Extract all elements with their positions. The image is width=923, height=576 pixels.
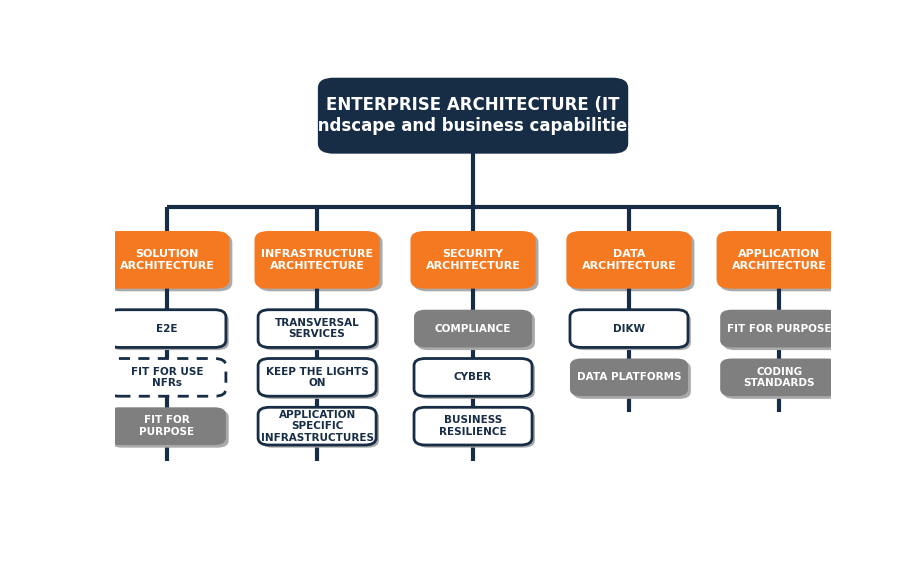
FancyBboxPatch shape	[261, 410, 379, 448]
Text: APPLICATION
ARCHITECTURE: APPLICATION ARCHITECTURE	[732, 249, 827, 271]
FancyBboxPatch shape	[108, 310, 226, 347]
Text: APPLICATION
SPECIFIC
INFRASTRUCTURES: APPLICATION SPECIFIC INFRASTRUCTURES	[260, 410, 374, 443]
FancyBboxPatch shape	[417, 410, 535, 448]
FancyBboxPatch shape	[258, 358, 376, 396]
FancyBboxPatch shape	[258, 407, 376, 445]
FancyBboxPatch shape	[414, 358, 532, 396]
Text: DATA PLATFORMS: DATA PLATFORMS	[577, 372, 681, 382]
FancyBboxPatch shape	[411, 231, 535, 289]
FancyBboxPatch shape	[111, 312, 229, 350]
FancyBboxPatch shape	[417, 361, 535, 399]
Text: FIT FOR
PURPOSE: FIT FOR PURPOSE	[139, 415, 195, 437]
Text: CYBER: CYBER	[454, 372, 492, 382]
FancyBboxPatch shape	[569, 234, 694, 291]
Text: FIT FOR PURPOSE: FIT FOR PURPOSE	[727, 324, 832, 334]
FancyBboxPatch shape	[414, 234, 538, 291]
FancyBboxPatch shape	[570, 310, 688, 347]
FancyBboxPatch shape	[723, 312, 841, 350]
Text: TRANSVERSAL
SERVICES: TRANSVERSAL SERVICES	[275, 318, 359, 339]
Text: SECURITY
ARCHITECTURE: SECURITY ARCHITECTURE	[426, 249, 521, 271]
Text: DATA
ARCHITECTURE: DATA ARCHITECTURE	[581, 249, 677, 271]
FancyBboxPatch shape	[570, 358, 688, 396]
FancyBboxPatch shape	[258, 310, 376, 347]
FancyBboxPatch shape	[414, 407, 532, 445]
FancyBboxPatch shape	[319, 79, 627, 152]
FancyBboxPatch shape	[720, 310, 838, 347]
FancyBboxPatch shape	[417, 312, 535, 350]
FancyBboxPatch shape	[255, 231, 379, 289]
FancyBboxPatch shape	[723, 361, 841, 399]
Text: KEEP THE LIGHTS
ON: KEEP THE LIGHTS ON	[266, 366, 368, 388]
FancyBboxPatch shape	[720, 358, 838, 396]
Text: DIKW: DIKW	[613, 324, 645, 334]
FancyBboxPatch shape	[104, 231, 230, 289]
Text: COMPLIANCE: COMPLIANCE	[435, 324, 511, 334]
FancyBboxPatch shape	[414, 310, 532, 347]
Text: INFRASTRUCTURE
ARCHITECTURE: INFRASTRUCTURE ARCHITECTURE	[261, 249, 373, 271]
Text: E2E: E2E	[156, 324, 177, 334]
Text: ENTERPRISE ARCHITECTURE (IT
landscape and business capabilities): ENTERPRISE ARCHITECTURE (IT landscape an…	[301, 96, 645, 135]
FancyBboxPatch shape	[573, 312, 690, 350]
Text: FIT FOR USE
NFRs: FIT FOR USE NFRs	[131, 366, 203, 388]
FancyBboxPatch shape	[108, 407, 226, 445]
Text: SOLUTION
ARCHITECTURE: SOLUTION ARCHITECTURE	[119, 249, 214, 271]
FancyBboxPatch shape	[261, 312, 379, 350]
FancyBboxPatch shape	[107, 234, 233, 291]
FancyBboxPatch shape	[258, 234, 382, 291]
FancyBboxPatch shape	[111, 410, 229, 448]
FancyBboxPatch shape	[108, 358, 226, 396]
FancyBboxPatch shape	[573, 361, 690, 399]
FancyBboxPatch shape	[716, 231, 842, 289]
Text: BUSINESS
RESILIENCE: BUSINESS RESILIENCE	[439, 415, 507, 437]
FancyBboxPatch shape	[567, 231, 691, 289]
FancyBboxPatch shape	[261, 361, 379, 399]
Text: CODING
STANDARDS: CODING STANDARDS	[743, 366, 815, 388]
FancyBboxPatch shape	[719, 234, 845, 291]
